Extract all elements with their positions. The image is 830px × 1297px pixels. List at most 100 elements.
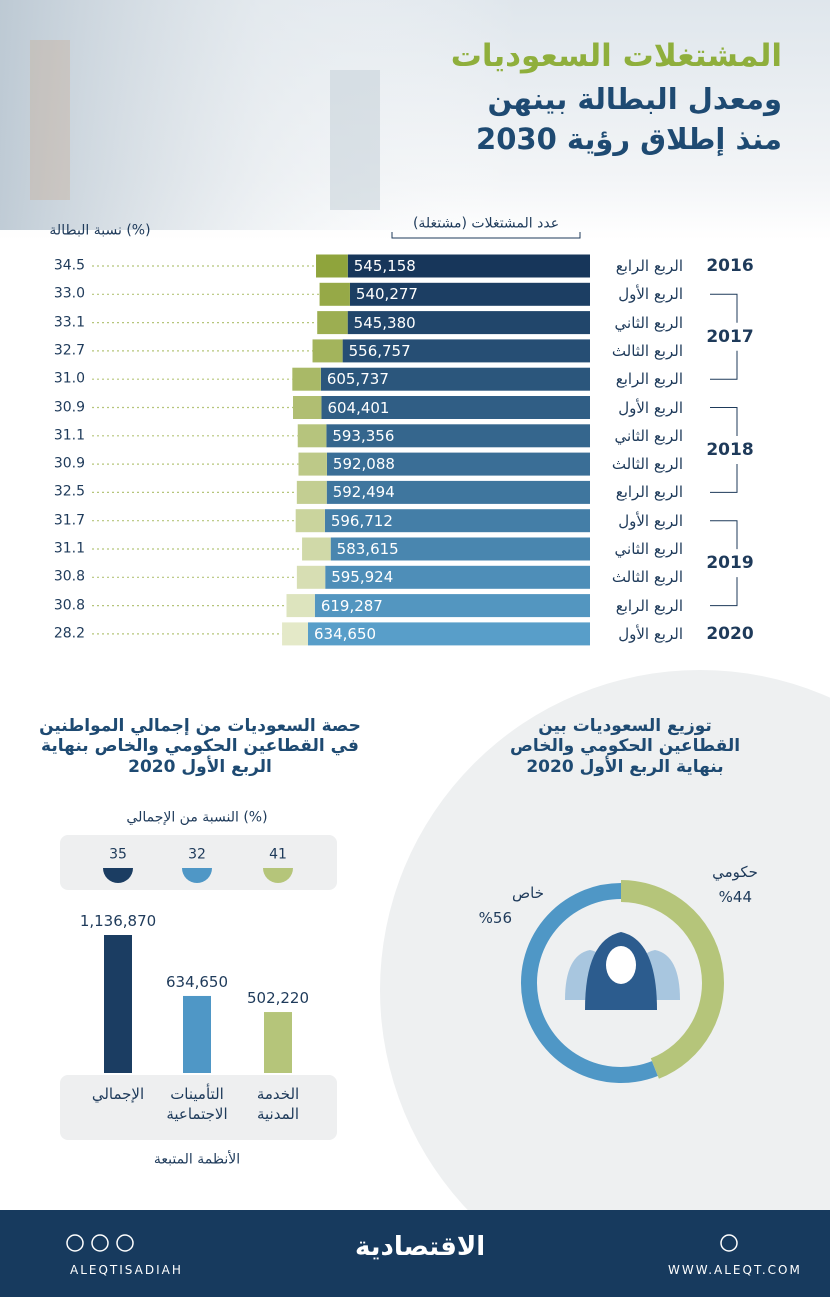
- chart-title: حصة السعوديات من إجمالي المواطنين في الق…: [39, 716, 361, 777]
- data-label: 1,136,870: [79, 912, 157, 930]
- category-label: الربع الرابع: [615, 257, 683, 275]
- data-label: 31.1: [53, 427, 85, 444]
- people-icon: [565, 932, 680, 1010]
- building: [30, 40, 70, 200]
- data-label: 32.7: [53, 342, 85, 359]
- data-label: 634,650: [165, 972, 229, 991]
- data-label: 30.8: [53, 597, 85, 614]
- bar: [295, 509, 325, 533]
- bar: [324, 509, 590, 533]
- donut-arc: [620, 880, 724, 1079]
- data-label: 593,356: [332, 426, 395, 445]
- year-label: 2019: [706, 552, 754, 573]
- bar: [183, 995, 211, 1073]
- bar: [314, 594, 590, 618]
- bar: [308, 622, 590, 646]
- data-label: %56: [478, 909, 512, 927]
- bar: [321, 396, 590, 419]
- year-bracket: [710, 520, 738, 607]
- share-value: 32: [188, 846, 206, 863]
- axis-bracket: [391, 232, 581, 239]
- data-label: 592,494: [332, 483, 395, 502]
- bar: [326, 452, 590, 476]
- data-label: 583,615: [336, 540, 399, 558]
- category-label: الربع الثاني: [614, 426, 683, 445]
- year-label: 2018: [706, 439, 754, 460]
- bar: [296, 565, 326, 589]
- category-label: الربع الثاني: [614, 540, 683, 558]
- bar: [326, 424, 590, 448]
- bar: [316, 254, 348, 278]
- bar: [325, 565, 590, 589]
- data-label: 540,277: [355, 285, 418, 304]
- bar: [342, 339, 590, 363]
- data-label: 605,737: [326, 370, 389, 389]
- category-label: الربع الرابع: [615, 483, 683, 502]
- bar: [292, 367, 321, 391]
- title-line: ومعدل البطالة بينهن: [487, 82, 782, 116]
- data-label: 604,401: [327, 398, 390, 417]
- bar: [320, 367, 590, 391]
- axis-title: الأنظمة المتبعة: [153, 1151, 241, 1168]
- donut-arc: [521, 883, 658, 1083]
- header-photo: [0, 0, 520, 230]
- data-label: 30.9: [53, 455, 85, 472]
- social-icons: [66, 1234, 738, 1252]
- data-label: 32.5: [53, 483, 85, 500]
- bar: [312, 339, 343, 363]
- data-label: 33.1: [53, 314, 85, 331]
- bar: [296, 480, 327, 504]
- chart-title: توزيع السعوديات بين القطاعين الحكومي وال…: [509, 716, 741, 777]
- data-label: 502,220: [246, 989, 310, 1008]
- bar: [264, 1012, 292, 1073]
- year-bracket: [710, 293, 738, 380]
- axis-title: عدد المشتغلات (مشتغلة): [412, 215, 560, 232]
- data-label: 556,757: [348, 341, 411, 360]
- bar: [302, 537, 331, 561]
- category-label: الربع الأول: [618, 511, 683, 530]
- category-label: الربع الثالث: [611, 341, 683, 360]
- data-label: 596,712: [330, 511, 393, 530]
- data-label: 33.0: [53, 285, 85, 302]
- bar: [104, 935, 132, 1073]
- data-label: 34.5: [53, 257, 85, 274]
- data-label: 595,924: [331, 568, 394, 587]
- footer-handle: ALEQTISADIAH: [70, 1263, 183, 1277]
- category-label: التأمينات الاجتماعية: [166, 1085, 228, 1123]
- legend-label: خاص: [512, 884, 544, 902]
- bar: [286, 594, 315, 618]
- bar: [298, 452, 327, 476]
- data-label: 619,287: [320, 596, 383, 615]
- year-label: 2017: [706, 326, 754, 347]
- year-bracket: [710, 407, 738, 493]
- category-panel: [60, 1075, 337, 1140]
- bar: [319, 282, 350, 306]
- data-label: 30.8: [53, 568, 85, 585]
- data-label: 30.9: [53, 399, 85, 416]
- data-label: 31.7: [53, 512, 85, 529]
- bar: [349, 282, 590, 306]
- share-label: النسبة من الإجمالي (%): [126, 809, 268, 826]
- data-label: 545,380: [353, 313, 416, 332]
- bar: [330, 537, 590, 561]
- bar: [297, 424, 327, 448]
- category-label: الربع الثالث: [611, 455, 683, 474]
- bar: [293, 396, 322, 419]
- data-label: 545,158: [353, 257, 416, 275]
- category-label: الربع الأول: [618, 624, 683, 643]
- title-line: منذ إطلاق رؤية 2030: [476, 122, 782, 156]
- year-label: 2016: [706, 255, 754, 276]
- data-label: %44: [718, 888, 752, 906]
- share-value: 35: [109, 846, 127, 863]
- category-label: الربع الثاني: [614, 313, 683, 332]
- share-mark: [182, 868, 212, 883]
- building: [330, 70, 380, 210]
- share-mark: [103, 868, 133, 883]
- bar: [317, 311, 348, 335]
- bar: [326, 480, 590, 504]
- bar: [347, 254, 590, 278]
- data-label: 592,088: [332, 455, 395, 474]
- legend-label: حكومي: [712, 863, 758, 881]
- share-mark: [263, 868, 293, 883]
- footer-brand: الاقتصادية: [355, 1232, 486, 1262]
